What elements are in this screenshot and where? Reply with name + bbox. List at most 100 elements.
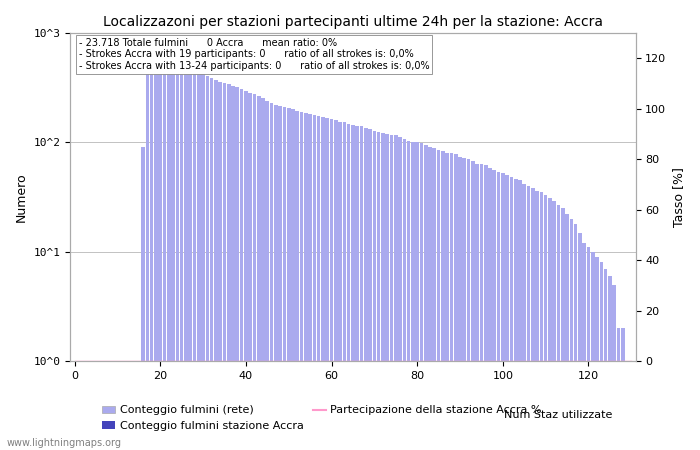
Bar — [604, 269, 608, 450]
Bar — [433, 148, 436, 450]
Bar — [518, 180, 522, 450]
Bar — [103, 361, 106, 450]
Text: www.lightningmaps.org: www.lightningmaps.org — [7, 438, 122, 448]
Bar — [492, 170, 496, 450]
Bar — [265, 101, 269, 450]
Bar — [424, 145, 428, 450]
Bar — [377, 132, 381, 450]
Bar — [595, 257, 599, 450]
Bar — [124, 361, 128, 450]
Bar — [629, 361, 633, 450]
Bar — [608, 276, 612, 450]
Bar — [326, 118, 329, 450]
Bar — [356, 126, 359, 450]
Bar — [120, 361, 123, 450]
Bar — [81, 361, 85, 450]
Bar — [317, 116, 321, 450]
Bar — [270, 103, 274, 450]
Bar — [621, 328, 624, 450]
Bar — [415, 142, 419, 450]
Bar — [617, 328, 620, 450]
Bar — [381, 133, 385, 450]
Bar — [99, 361, 102, 450]
Legend: Conteggio fulmini (rete), Conteggio fulmini stazione Accra, Partecipazione della: Conteggio fulmini (rete), Conteggio fulm… — [97, 401, 547, 436]
Bar — [146, 66, 149, 450]
Bar — [201, 74, 205, 450]
Bar — [167, 48, 171, 450]
Text: Num Staz utilizzate: Num Staz utilizzate — [504, 410, 612, 420]
Bar — [287, 108, 290, 450]
Bar — [154, 44, 158, 450]
Bar — [574, 224, 578, 450]
Bar — [295, 111, 299, 450]
Bar — [514, 179, 517, 450]
Bar — [128, 361, 132, 450]
Y-axis label: Numero: Numero — [15, 172, 28, 222]
Y-axis label: Tasso [%]: Tasso [%] — [672, 167, 685, 227]
Bar — [522, 184, 526, 450]
Bar — [334, 120, 337, 450]
Bar — [467, 159, 470, 450]
Bar — [346, 124, 351, 450]
Bar — [625, 361, 629, 450]
Bar — [116, 361, 119, 450]
Bar — [390, 135, 393, 450]
Bar — [407, 140, 410, 450]
Bar — [398, 137, 402, 450]
Bar — [107, 361, 111, 450]
Bar — [372, 130, 376, 450]
Bar — [454, 154, 458, 450]
Bar — [556, 205, 560, 450]
Bar — [505, 176, 509, 450]
Bar — [364, 128, 368, 450]
Bar — [133, 361, 136, 450]
Bar — [94, 361, 98, 450]
Bar — [449, 153, 454, 450]
Bar — [591, 252, 594, 450]
Bar — [248, 93, 252, 450]
Bar — [304, 113, 307, 450]
Bar — [544, 195, 547, 450]
Bar — [587, 248, 590, 450]
Bar — [526, 186, 531, 450]
Bar — [548, 198, 552, 450]
Bar — [463, 158, 466, 450]
Bar — [193, 67, 196, 450]
Bar — [599, 262, 603, 450]
Bar — [158, 42, 162, 450]
Bar — [321, 117, 325, 450]
Bar — [552, 201, 556, 450]
Bar — [197, 71, 201, 450]
Bar — [360, 126, 363, 450]
Bar — [172, 50, 175, 450]
Bar — [73, 361, 76, 450]
Bar — [261, 98, 265, 450]
Bar — [419, 144, 424, 450]
Bar — [235, 87, 239, 450]
Bar — [394, 135, 398, 450]
Text: - 23.718 Totale fulmini      0 Accra      mean ratio: 0%
- Strokes Accra with 19: - 23.718 Totale fulmini 0 Accra mean rat… — [79, 38, 429, 71]
Bar — [437, 149, 440, 450]
Bar — [279, 106, 282, 450]
Bar — [85, 361, 89, 450]
Bar — [351, 125, 355, 450]
Bar — [330, 119, 333, 450]
Bar — [342, 122, 346, 450]
Bar — [206, 76, 209, 450]
Bar — [214, 80, 218, 450]
Bar — [578, 233, 582, 450]
Bar — [475, 164, 479, 450]
Bar — [488, 168, 492, 450]
Bar — [257, 96, 260, 450]
Bar — [338, 122, 342, 450]
Bar — [480, 164, 483, 450]
Bar — [300, 112, 303, 450]
Bar — [510, 177, 513, 450]
Bar — [428, 148, 432, 450]
Bar — [308, 114, 312, 450]
Bar — [458, 157, 462, 450]
Bar — [612, 285, 616, 450]
Bar — [368, 129, 372, 450]
Bar — [141, 148, 145, 450]
Bar — [536, 191, 539, 450]
